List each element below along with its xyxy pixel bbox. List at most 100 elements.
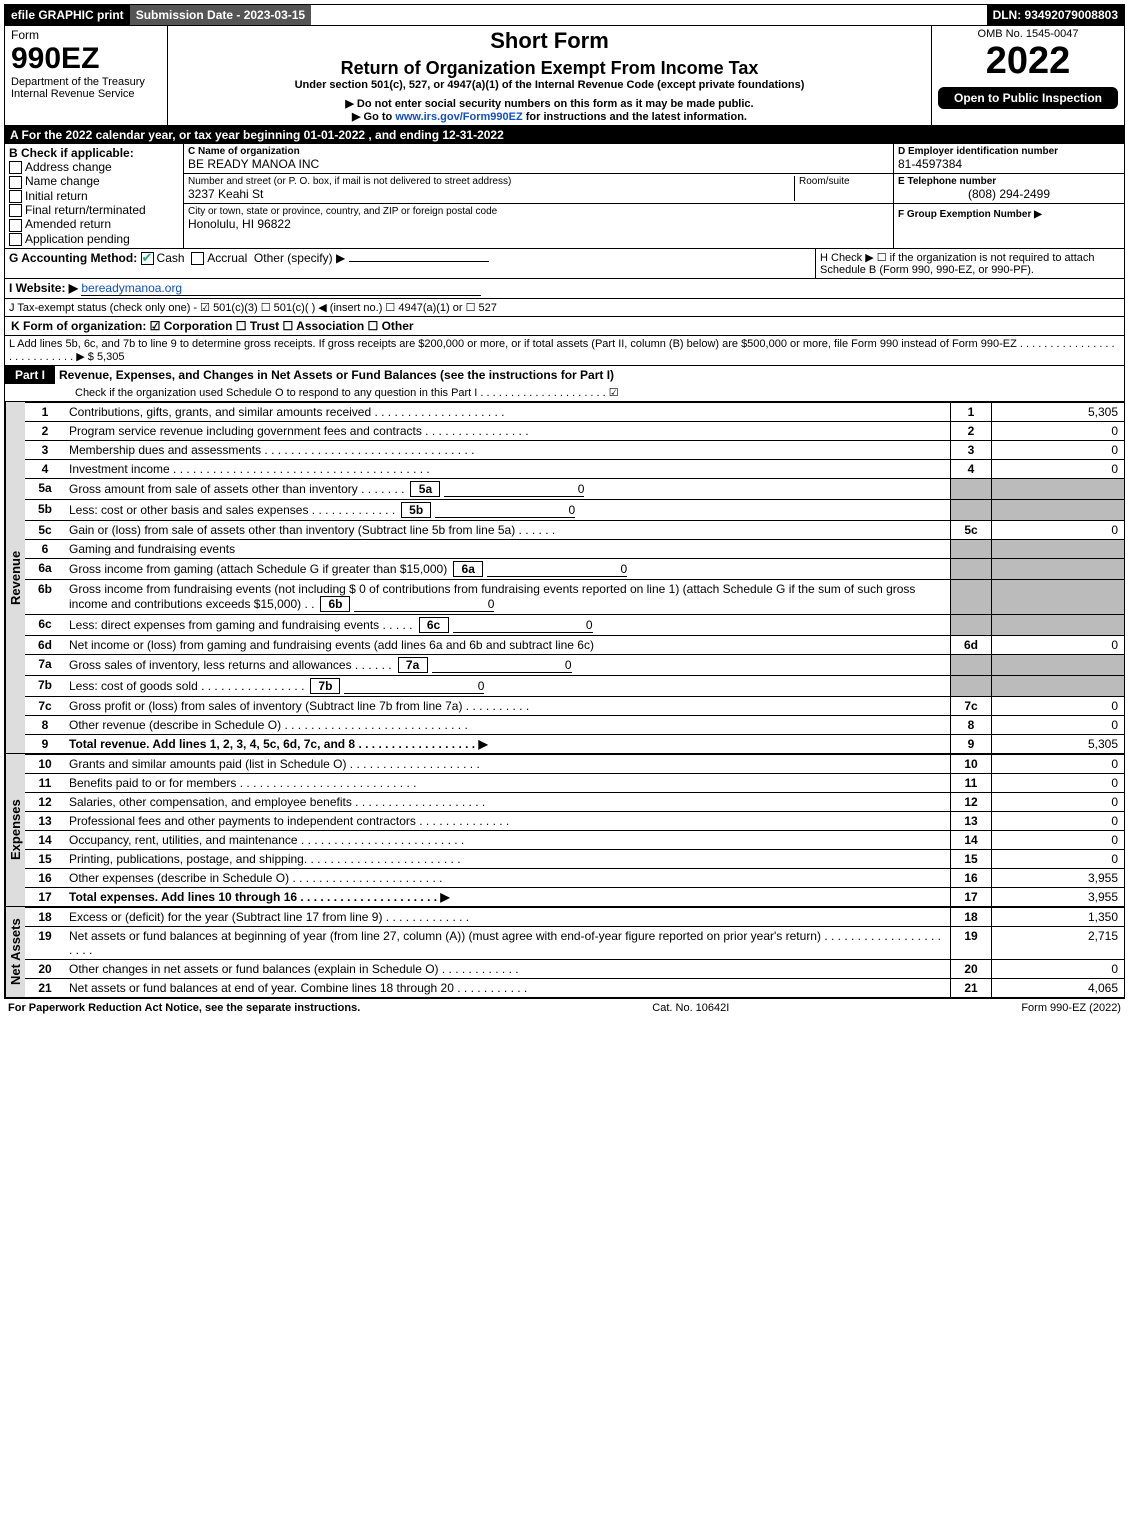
line-3-desc: Membership dues and assessments . . . . … — [65, 441, 950, 459]
netassets-label: Net Assets — [5, 907, 25, 997]
c-label: C Name of organization — [188, 146, 889, 157]
line-2-desc: Program service revenue including govern… — [65, 422, 950, 440]
street-label: Number and street (or P. O. box, if mail… — [188, 176, 794, 187]
line-6d-desc: Net income or (loss) from gaming and fun… — [65, 636, 950, 654]
l-row: L Add lines 5b, 6c, and 7b to line 9 to … — [4, 336, 1125, 366]
f-label: F Group Exemption Number ▶ — [898, 209, 1042, 220]
line-5c: 5cGain or (loss) from sale of assets oth… — [25, 520, 1124, 539]
line-16-desc: Other expenses (describe in Schedule O) … — [65, 869, 950, 887]
line-5a: 5aGross amount from sale of assets other… — [25, 478, 1124, 499]
line-7a-desc: Gross sales of inventory, less returns a… — [65, 655, 950, 675]
line-10: 10Grants and similar amounts paid (list … — [25, 754, 1124, 773]
check-accrual[interactable]: Accrual — [191, 251, 247, 265]
line-14-desc: Occupancy, rent, utilities, and maintena… — [65, 831, 950, 849]
efile-print[interactable]: efile GRAPHIC print — [5, 5, 130, 25]
dln: DLN: 93492079008803 — [987, 5, 1124, 25]
line-9-desc: Total revenue. Add lines 1, 2, 3, 4, 5c,… — [65, 735, 950, 753]
line-6c-desc: Less: direct expenses from gaming and fu… — [65, 615, 950, 635]
street: 3237 Keahi St — [188, 187, 794, 201]
expenses-section: Expenses 10Grants and similar amounts pa… — [4, 754, 1125, 907]
k-row: K Form of organization: ☑ Corporation ☐ … — [4, 317, 1125, 336]
opt-address: Address change — [25, 160, 112, 174]
omb: OMB No. 1545-0047 — [938, 28, 1118, 40]
g-label: G Accounting Method: — [9, 251, 137, 265]
open-public: Open to Public Inspection — [938, 87, 1118, 109]
check-name-change[interactable]: Name change — [9, 174, 179, 188]
footer-mid: Cat. No. 10642I — [652, 1002, 729, 1014]
line-11-desc: Benefits paid to or for members . . . . … — [65, 774, 950, 792]
line-14: 14Occupancy, rent, utilities, and mainte… — [25, 830, 1124, 849]
part1-label: Part I — [5, 366, 55, 384]
line-1: 1Contributions, gifts, grants, and simil… — [25, 402, 1124, 421]
city: Honolulu, HI 96822 — [188, 217, 889, 231]
opt-initial: Initial return — [25, 189, 88, 203]
line-7c: 7cGross profit or (loss) from sales of i… — [25, 696, 1124, 715]
org-name: BE READY MANOA INC — [188, 157, 889, 171]
expenses-label: Expenses — [5, 754, 25, 906]
line-15: 15Printing, publications, postage, and s… — [25, 849, 1124, 868]
instr-goto-post: for instructions and the latest informat… — [526, 111, 747, 123]
check-initial[interactable]: Initial return — [9, 189, 179, 203]
submission-date: Submission Date - 2023-03-15 — [130, 5, 311, 25]
revenue-section: Revenue 1Contributions, gifts, grants, a… — [4, 402, 1125, 754]
line-20-desc: Other changes in net assets or fund bala… — [65, 960, 950, 978]
line-21-desc: Net assets or fund balances at end of ye… — [65, 979, 950, 997]
line-4: 4Investment income . . . . . . . . . . .… — [25, 459, 1124, 478]
title-short-form: Short Form — [174, 28, 925, 54]
j-row: J Tax-exempt status (check only one) - ☑… — [4, 299, 1125, 317]
form-label: Form — [11, 28, 161, 42]
check-address-change[interactable]: Address change — [9, 160, 179, 174]
line-18: 18Excess or (deficit) for the year (Subt… — [25, 907, 1124, 926]
top-bar: efile GRAPHIC print Submission Date - 20… — [4, 4, 1125, 26]
line-8-desc: Other revenue (describe in Schedule O) .… — [65, 716, 950, 734]
line-19-desc: Net assets or fund balances at beginning… — [65, 927, 950, 959]
page-footer: For Paperwork Reduction Act Notice, see … — [4, 998, 1125, 1017]
line-20: 20Other changes in net assets or fund ba… — [25, 959, 1124, 978]
line-2: 2Program service revenue including gover… — [25, 421, 1124, 440]
org-info-block: B Check if applicable: Address change Na… — [4, 144, 1125, 249]
title-return: Return of Organization Exempt From Incom… — [174, 58, 925, 79]
phone: (808) 294-2499 — [898, 187, 1120, 201]
revenue-label: Revenue — [5, 402, 25, 753]
irs-link[interactable]: www.irs.gov/Form990EZ — [395, 111, 522, 123]
line-6d: 6dNet income or (loss) from gaming and f… — [25, 635, 1124, 654]
line-6-desc: Gaming and fundraising events — [65, 540, 950, 558]
check-cash[interactable]: Cash — [141, 251, 185, 265]
check-amended[interactable]: Amended return — [9, 217, 179, 231]
line-3: 3Membership dues and assessments . . . .… — [25, 440, 1124, 459]
line-6c: 6cLess: direct expenses from gaming and … — [25, 614, 1124, 635]
line-8: 8Other revenue (describe in Schedule O) … — [25, 715, 1124, 734]
i-row: I Website: ▶ bereadymanoa.org — [4, 279, 1125, 299]
b-label: B Check if applicable: — [9, 146, 179, 160]
netassets-section: Net Assets 18Excess or (deficit) for the… — [4, 907, 1125, 998]
check-final[interactable]: Final return/terminated — [9, 203, 179, 217]
dept: Department of the Treasury Internal Reve… — [11, 76, 161, 100]
opt-accrual: Accrual — [207, 251, 247, 265]
instr-goto: ▶ Go to www.irs.gov/Form990EZ for instru… — [174, 110, 925, 123]
opt-pending: Application pending — [25, 232, 130, 246]
website-link[interactable]: bereadymanoa.org — [81, 281, 481, 296]
check-pending[interactable]: Application pending — [9, 232, 179, 246]
line-4-desc: Investment income . . . . . . . . . . . … — [65, 460, 950, 478]
form-number: 990EZ — [11, 42, 161, 76]
opt-final: Final return/terminated — [25, 203, 146, 217]
line-18-desc: Excess or (deficit) for the year (Subtra… — [65, 908, 950, 926]
ein: 81-4597384 — [898, 157, 1120, 171]
line-11: 11Benefits paid to or for members . . . … — [25, 773, 1124, 792]
line-13-desc: Professional fees and other payments to … — [65, 812, 950, 830]
line-7c-desc: Gross profit or (loss) from sales of inv… — [65, 697, 950, 715]
subtitle: Under section 501(c), 527, or 4947(a)(1)… — [174, 79, 925, 91]
line-17: 17Total expenses. Add lines 10 through 1… — [25, 887, 1124, 906]
line-17-desc: Total expenses. Add lines 10 through 16 … — [65, 888, 950, 906]
line-12: 12Salaries, other compensation, and empl… — [25, 792, 1124, 811]
line-10-desc: Grants and similar amounts paid (list in… — [65, 755, 950, 773]
room-label: Room/suite — [794, 176, 889, 201]
line-7a: 7aGross sales of inventory, less returns… — [25, 654, 1124, 675]
line-5b-desc: Less: cost or other basis and sales expe… — [65, 500, 950, 520]
footer-left: For Paperwork Reduction Act Notice, see … — [8, 1002, 360, 1014]
line-1-desc: Contributions, gifts, grants, and simila… — [65, 403, 950, 421]
line-19: 19Net assets or fund balances at beginni… — [25, 926, 1124, 959]
line-6a-desc: Gross income from gaming (attach Schedul… — [65, 559, 950, 579]
opt-amended: Amended return — [25, 217, 111, 231]
other-specify: Other (specify) ▶ — [254, 251, 345, 265]
